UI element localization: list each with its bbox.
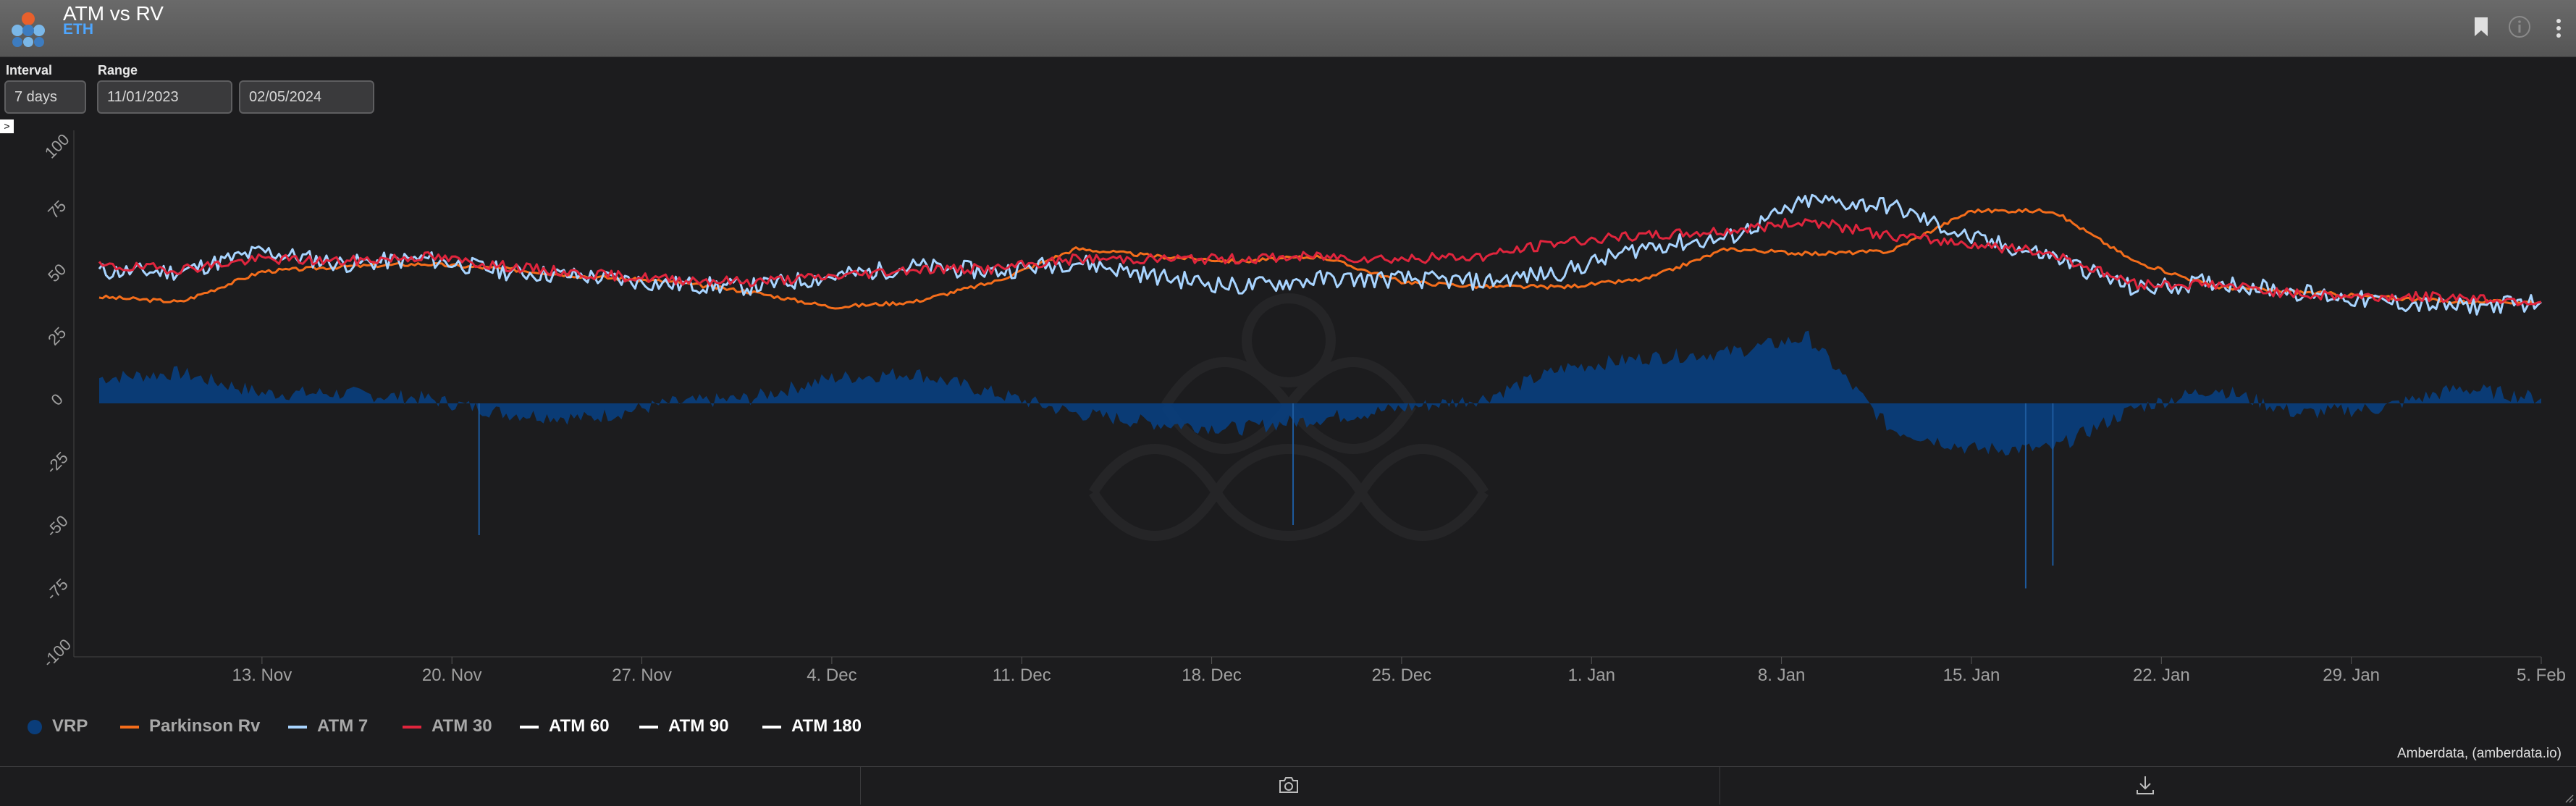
legend-label: ATM 90: [668, 716, 729, 736]
x-tick-label: 20. Nov: [422, 666, 482, 685]
legend-item-atm-7[interactable]: ATM 7: [288, 713, 368, 739]
legend-item-atm-60[interactable]: ATM 60: [520, 713, 610, 739]
x-tick-label: 4. Dec: [807, 666, 856, 685]
legend-item-vrp[interactable]: VRP: [28, 713, 88, 739]
atm-vs-rv-chart: 100 75 50 25 0 -25 -50 -75 -100 13. Nov 20. Nov 27…: [39, 130, 2566, 685]
x-tick-label: 8. Jan: [1758, 666, 1805, 685]
screenshot-button[interactable]: [861, 767, 1720, 805]
range-end-input[interactable]: 02/05/2024: [239, 80, 374, 114]
legend-item-atm-90[interactable]: ATM 90: [639, 713, 729, 739]
legend-label: ATM 30: [432, 716, 492, 736]
x-tick-label: 22. Jan: [2133, 666, 2190, 685]
bookmark-icon[interactable]: [2473, 16, 2489, 38]
legend-label: ATM 180: [791, 716, 862, 736]
x-tick-label: 5. Feb: [2517, 666, 2566, 685]
x-tick-label: 25. Dec: [1372, 666, 1432, 685]
y-tick-label: 0: [48, 390, 67, 409]
legend-line-marker: [288, 725, 307, 729]
series-line-atm-7: [98, 193, 2542, 316]
camera-icon: [1279, 777, 1298, 793]
range-label: Range: [98, 63, 138, 77]
y-tick-label: -50: [43, 512, 72, 541]
legend-item-atm-30[interactable]: ATM 30: [403, 713, 492, 739]
legend-label: VRP: [52, 716, 88, 736]
x-tick-label: 27. Nov: [612, 666, 672, 685]
x-tick-label: 13. Nov: [232, 666, 292, 685]
series-line-parkinson-rv: [98, 208, 2542, 310]
legend-line-marker: [762, 725, 781, 729]
resize-handle-icon[interactable]: [2563, 792, 2575, 804]
asset-label: ETH: [63, 21, 93, 38]
y-tick-label: -25: [43, 448, 72, 477]
widget-header: ATM vs RV ETH: [0, 0, 2576, 57]
footer-toolbar: [0, 766, 2576, 806]
legend-line-marker: [520, 725, 539, 729]
x-tick-label: 15. Jan: [1943, 666, 2000, 685]
legend-label: ATM 60: [549, 716, 610, 736]
info-icon[interactable]: [2507, 14, 2532, 39]
interval-label: Interval: [6, 63, 53, 77]
x-tick-label: 1. Jan: [1568, 666, 1615, 685]
legend-line-marker: [639, 725, 658, 729]
series-line-atm-30: [98, 217, 2542, 306]
x-tick-label: 11. Dec: [993, 666, 1051, 685]
download-icon: [2137, 776, 2154, 794]
legend-item-parkinson-rv[interactable]: Parkinson Rv: [120, 713, 260, 739]
legend-dot-marker: [28, 719, 42, 734]
amberdata-logo: [12, 12, 45, 47]
interval-select[interactable]: 7 days: [4, 80, 86, 114]
y-tick-label: 75: [44, 197, 70, 222]
chart-credit: Amberdata, (amberdata.io): [2396, 746, 2562, 761]
legend-label: Parkinson Rv: [149, 716, 261, 736]
y-tick-label: -100: [39, 635, 75, 671]
range-start-input[interactable]: 11/01/2023: [97, 80, 232, 114]
y-tick-label: 25: [44, 324, 70, 349]
expand-toggle-button[interactable]: >: [0, 119, 14, 133]
x-tick-label: 29. Jan: [2323, 666, 2380, 685]
y-tick-label: 100: [41, 130, 73, 162]
y-tick-label: -75: [43, 575, 72, 604]
legend-label: ATM 7: [317, 716, 369, 736]
y-tick-label: 50: [44, 260, 70, 285]
footer-cell-empty: [0, 767, 861, 805]
more-vertical-icon[interactable]: [2554, 16, 2563, 41]
legend-item-atm-180[interactable]: ATM 180: [762, 713, 862, 739]
series-area-vrp: [99, 330, 2541, 456]
widget-title: ATM vs RV: [63, 2, 164, 25]
download-button[interactable]: [1720, 767, 2576, 805]
x-tick-label: 18. Dec: [1182, 666, 1242, 685]
legend-line-marker: [403, 725, 421, 729]
legend-line-marker: [120, 725, 139, 729]
